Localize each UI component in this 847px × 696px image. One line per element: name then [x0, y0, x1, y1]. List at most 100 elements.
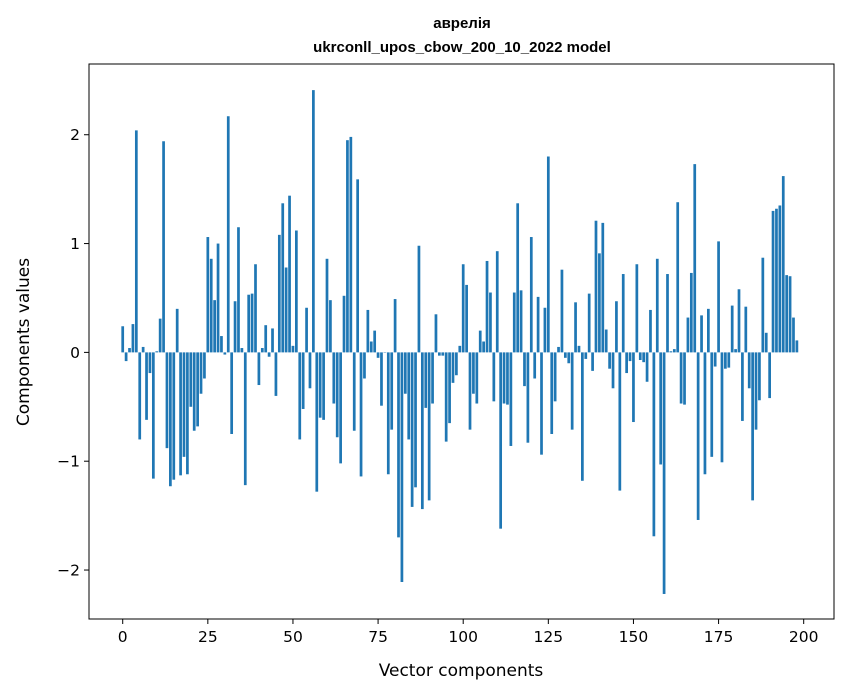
bar-21 [192, 352, 196, 431]
bar-88 [420, 352, 424, 510]
bar-98 [455, 352, 458, 376]
y-tick-label: 1 [70, 235, 80, 253]
bar-107 [485, 260, 489, 353]
bar-75 [376, 352, 380, 358]
bar-134 [577, 345, 581, 353]
bar-136 [584, 352, 588, 359]
bar-139 [594, 220, 598, 353]
x-tick-label: 175 [704, 628, 734, 646]
bar-16 [175, 308, 179, 353]
bar-1 [124, 352, 128, 362]
bar-71 [363, 352, 366, 379]
bar-73 [369, 341, 373, 353]
bar-81 [397, 352, 400, 538]
bar-177 [724, 352, 727, 369]
bar-61 [329, 300, 332, 353]
bar-157 [655, 258, 659, 353]
bar-158 [659, 352, 663, 465]
y-tick-label: −2 [57, 562, 80, 580]
x-tick-label: 75 [368, 628, 388, 646]
bar-25 [206, 237, 210, 353]
bar-108 [489, 292, 492, 353]
bar-20 [189, 352, 193, 407]
bar-50 [291, 345, 295, 353]
bar-181 [737, 289, 741, 353]
x-tick-label: 200 [789, 628, 819, 646]
bar-96 [448, 352, 451, 424]
bar-164 [679, 352, 683, 404]
bar-121 [533, 352, 537, 379]
y-tick-label: 2 [70, 126, 80, 144]
bar-118 [523, 352, 526, 387]
bar-167 [689, 272, 693, 353]
bar-109 [492, 352, 496, 402]
bar-198 [795, 340, 799, 353]
bar-14 [169, 352, 172, 487]
bar-145 [615, 301, 618, 353]
bar-143 [608, 352, 611, 369]
bar-69 [356, 179, 360, 353]
bar-131 [567, 352, 571, 364]
bar-80 [393, 299, 397, 353]
bar-189 [764, 332, 768, 353]
x-axis: 0 25 50 75 100 125 150 175 200 [118, 619, 819, 646]
bar-111 [499, 352, 503, 529]
bar-112 [502, 352, 506, 404]
bar-26 [209, 258, 213, 353]
bar-37 [247, 294, 251, 353]
bar-147 [621, 274, 625, 353]
bar-150 [632, 352, 635, 423]
bar-84 [407, 352, 411, 440]
bar-62 [332, 352, 336, 404]
bar-127 [553, 352, 557, 402]
bar-89 [424, 352, 428, 408]
bar-161 [669, 351, 673, 353]
bar-35 [240, 348, 244, 353]
bar-60 [325, 258, 329, 353]
bar-15 [172, 352, 176, 480]
bar-138 [591, 352, 594, 371]
bar-34 [237, 227, 240, 353]
bar-55 [308, 352, 312, 389]
bar-13 [165, 352, 169, 449]
chart-title: аврелія [433, 15, 491, 32]
bar-156 [652, 352, 656, 537]
bar-172 [707, 308, 710, 353]
bar-42 [264, 325, 268, 353]
bar-124 [543, 307, 547, 353]
bar-24 [203, 352, 206, 379]
bar-182 [741, 352, 744, 421]
bar-120 [529, 237, 533, 353]
bar-193 [778, 205, 782, 353]
bar-48 [284, 267, 288, 353]
bar-49 [288, 195, 291, 353]
bar-185 [751, 352, 754, 501]
bar-132 [570, 352, 574, 430]
bar-39 [254, 264, 257, 353]
bar-100 [461, 264, 465, 353]
bar-17 [179, 352, 182, 476]
bar-129 [560, 269, 564, 353]
x-axis-label: Vector components [379, 661, 544, 681]
x-tick-label: 50 [283, 628, 303, 646]
bar-47 [281, 203, 285, 353]
bar-152 [638, 352, 642, 360]
bar-63 [335, 352, 339, 438]
bar-178 [727, 352, 731, 368]
plot-frame [88, 63, 835, 620]
y-tick-label: −1 [57, 453, 80, 471]
chart-subtitle: ukrconll_upos_cbow_200_10_2022 model [313, 39, 611, 56]
bar-72 [366, 309, 370, 353]
bar-65 [342, 295, 346, 353]
bar-82 [400, 352, 404, 582]
bar-113 [506, 352, 509, 405]
bar-173 [710, 352, 714, 457]
bar-59 [322, 352, 325, 420]
bar-162 [672, 349, 676, 353]
bar-32 [230, 352, 234, 434]
bar-12 [162, 141, 165, 353]
bar-97 [451, 352, 455, 383]
bar-92 [434, 314, 438, 353]
x-tick-label: 125 [534, 628, 564, 646]
bar-190 [768, 352, 771, 399]
